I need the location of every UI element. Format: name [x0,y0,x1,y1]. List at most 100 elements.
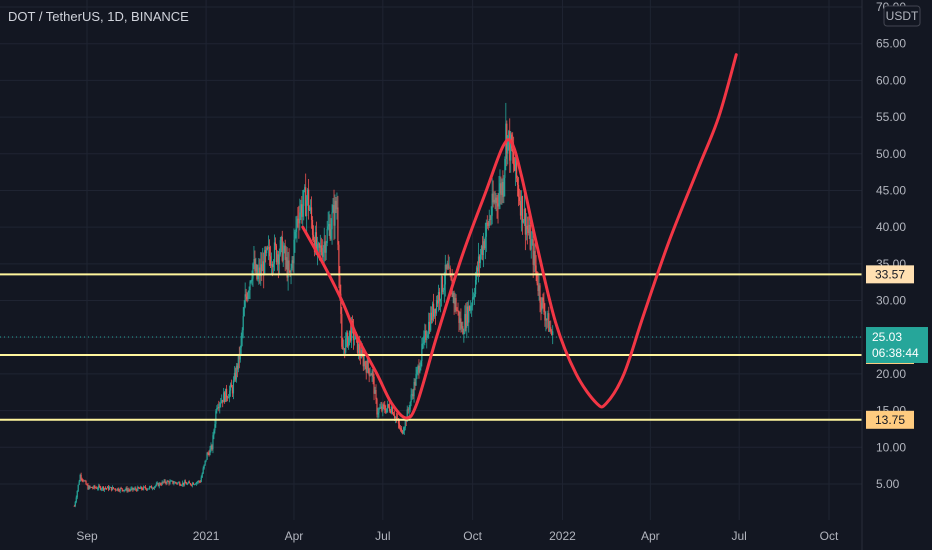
time-axis[interactable]: Sep 2021 Apr Jul Oct 2022 Apr Jul Oct [76,529,839,543]
candle-body [173,483,175,485]
candle-body [382,404,384,411]
candle-body [440,276,443,300]
candle-body [425,330,427,341]
countdown-label: 06:38:44 [872,346,919,360]
candle-body [523,208,525,221]
candle-body [404,419,406,428]
candle-body [260,264,262,277]
candle-body [267,247,269,249]
candle-body [187,482,190,484]
candle-body [98,485,100,489]
drawn-annotation[interactable] [301,53,738,420]
candle-body [397,419,400,424]
candle-body [391,406,394,414]
candle-body [337,207,339,245]
candle-body [378,408,380,413]
candle-body [230,384,233,388]
candle-body [535,265,537,272]
candle-body [249,281,251,291]
candle-body [456,310,458,312]
candle-body [97,488,99,490]
candle-body [500,183,502,195]
candle-body [166,480,168,484]
candle-body [224,392,226,402]
candle-body [400,428,402,431]
candle-body [218,407,220,408]
candle-body [136,489,138,491]
candle-body [436,300,439,304]
candle-body [156,483,158,484]
candle-body [392,413,395,416]
candle-body [219,403,221,408]
candle-body [452,292,454,298]
candle-body [377,412,379,415]
x-tick-label: Jul [732,529,747,543]
candle-body [289,270,291,273]
candle-body [299,212,301,224]
drawn-projection-curve[interactable] [301,53,738,420]
candle-body [183,482,185,485]
candle-body [483,241,485,249]
candle-body [155,483,157,486]
candle-body [94,485,96,488]
candle-body [267,246,270,249]
candle-body [491,193,493,216]
candle-body [321,252,323,257]
candle-body [154,485,156,487]
candle-body [147,488,150,490]
candle-body [533,251,535,265]
candle-body [261,264,263,272]
candle-body [394,417,397,418]
candle-body [274,242,277,246]
candle-body [413,381,415,397]
candle-body [423,335,425,344]
x-tick-label: Apr [641,529,660,543]
candle-body [238,353,240,360]
candle-body [528,224,530,233]
candle-body [164,480,166,483]
x-tick-label: Apr [285,529,304,543]
candle-body [381,406,383,411]
candle-body [445,264,447,270]
candle-body [96,487,98,489]
candle-body [228,390,231,398]
candle-body [420,360,422,369]
candle-body [246,296,248,300]
candle-body [265,250,267,254]
candle-body [143,486,145,490]
candle-body [270,264,273,266]
candle-body [271,264,274,268]
candle-body [391,406,393,413]
candle-body [363,361,365,367]
candle-body [432,303,434,321]
candle-body [335,200,337,210]
candle-body [104,488,107,490]
candle-body [142,489,144,490]
candle-body [319,245,321,248]
candle-body [131,487,133,489]
candle-body [314,232,317,253]
candle-body [81,478,83,480]
candle-body [474,279,477,295]
candle-body [101,488,103,490]
candle-body [161,481,163,485]
candle-body [346,332,348,339]
currency-badge[interactable] [883,5,921,27]
candle-body [429,321,431,331]
candle-body [127,489,129,492]
candle-body [188,482,191,484]
candle-body [450,275,452,281]
candle-body [307,189,309,201]
candle-body [544,311,546,321]
candle-body [105,488,108,490]
candle-body [121,488,123,490]
candle-body [548,313,550,332]
x-tick-label: 2022 [549,529,576,543]
candle-body [163,480,165,483]
candle-body [435,300,438,314]
candle-body [329,223,331,239]
candle-body [465,313,467,328]
candle-body [103,488,106,490]
candle-body [388,404,390,407]
